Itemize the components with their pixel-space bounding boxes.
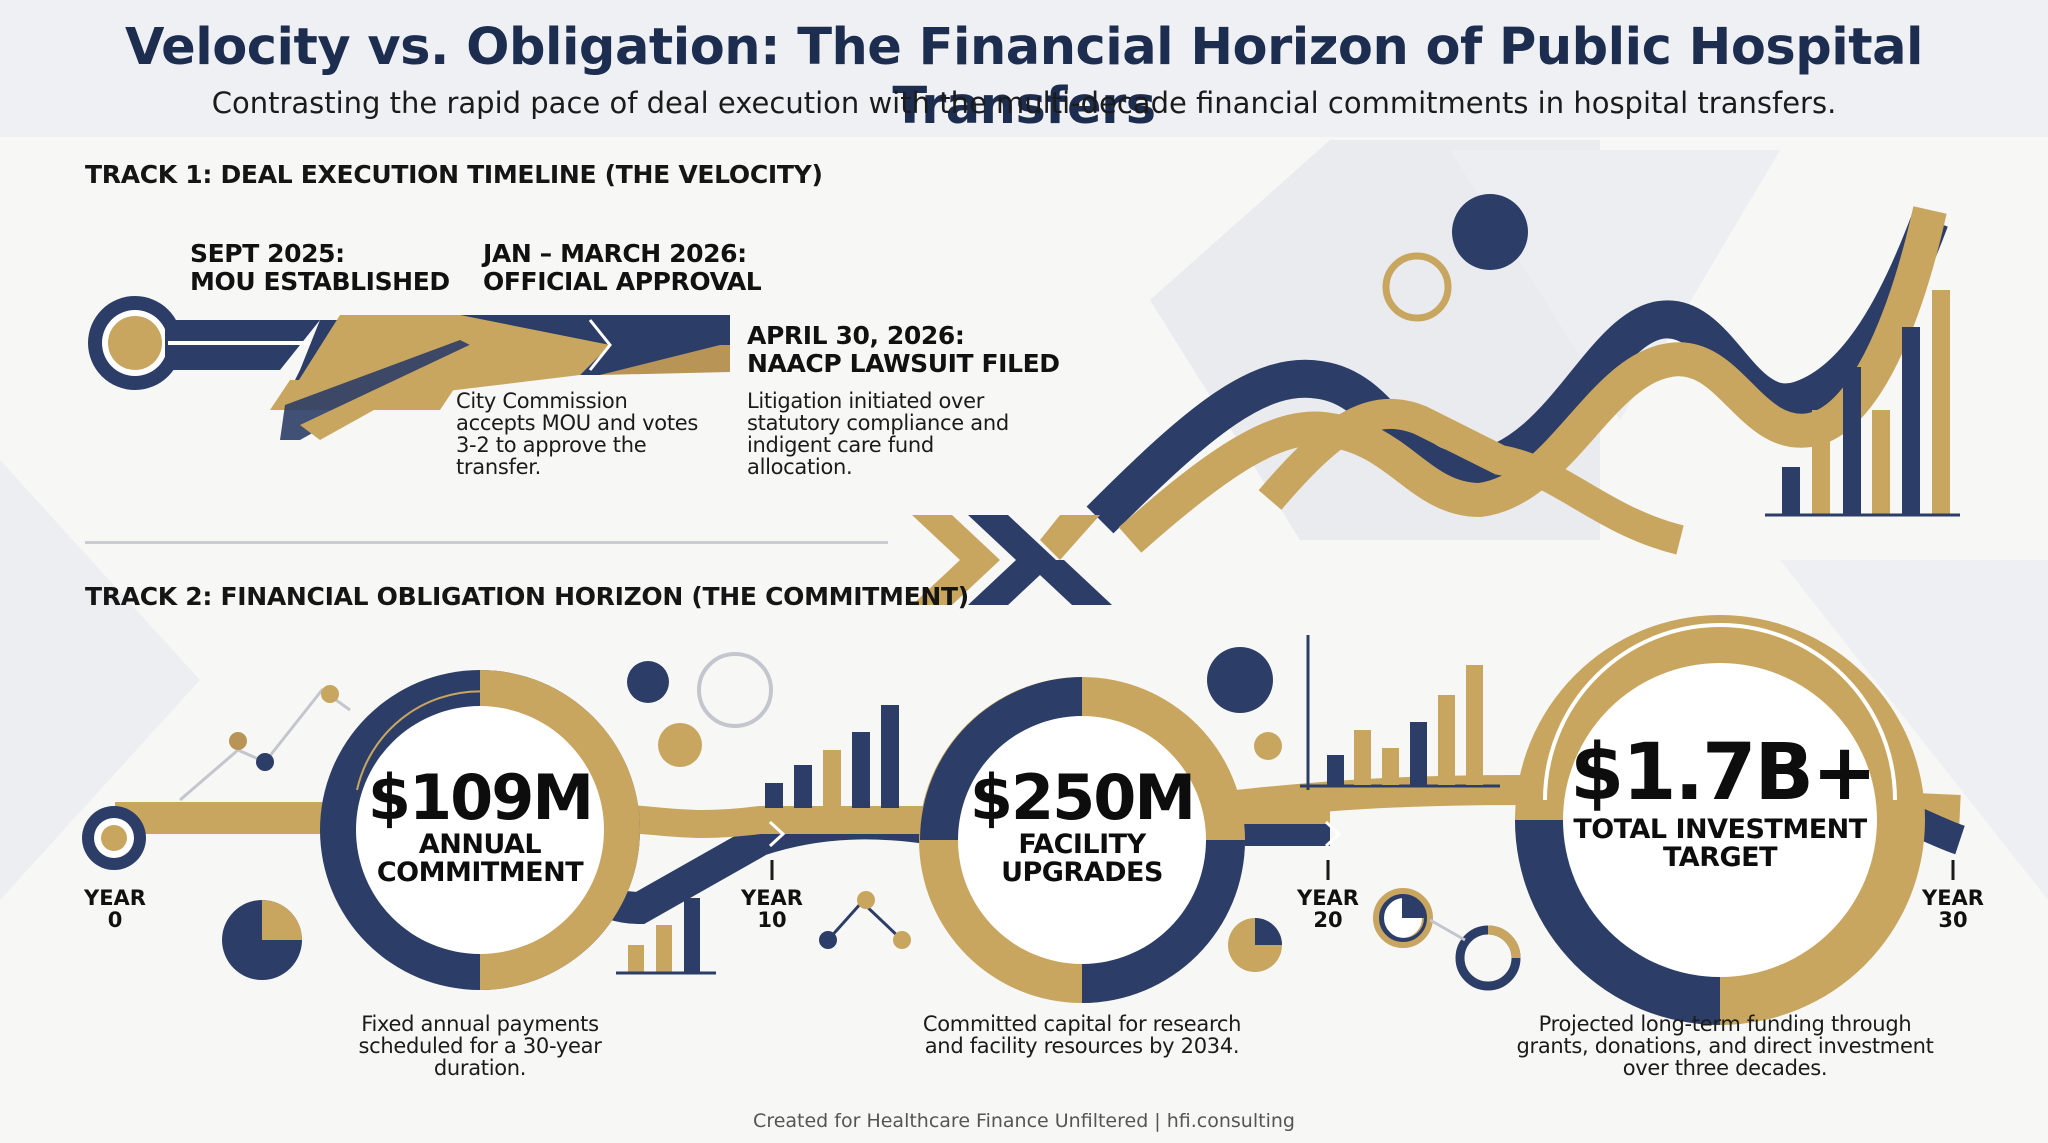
track1-heading: TRACK 1: DEAL EXECUTION TIMELINE (THE VE… [85,160,823,189]
milestone-3-description: Litigation initiated over statutory comp… [747,390,1009,478]
circle-3-description: Projected long-term funding through gran… [1500,1013,1950,1079]
year-30-label: YEAR 30 [1913,887,1993,931]
circle-2-caption: FACILITY [1018,829,1146,860]
desc-line: indigent care fund [747,433,934,457]
milestone-2-date: JAN – MARCH 2026: [483,239,747,268]
footer-credit: Created for Healthcare Finance Unfiltere… [753,1110,1295,1132]
year-word: YEAR [1922,886,1984,910]
dots-cluster-icon [1207,647,1282,760]
year-number: 20 [1313,908,1343,932]
desc-line: 3-2 to approve the [456,433,647,457]
circle-1 [320,670,640,990]
desc-line: accepts MOU and votes [456,411,699,435]
header-band [0,0,2048,137]
circle-1-caption: COMMITMENT [376,857,584,888]
desc-line: Committed capital for research [922,1012,1242,1036]
milestone-3-title: NAACP LAWSUIT FILED [747,349,1060,378]
desc-line: and facility resources by 2034. [924,1034,1240,1058]
milestone-2-title: OFFICIAL APPROVAL [483,267,762,296]
milestone-1-date: SEPT 2025: [190,239,345,268]
desc-line: duration. [433,1056,527,1080]
ring-cluster-icon [1228,888,1521,991]
year-number: 30 [1938,908,1968,932]
milestone-2-label: JAN – MARCH 2026: OFFICIAL APPROVAL [483,239,762,296]
mid-bar-chart-icon [765,705,899,808]
desc-line: City Commission [456,389,628,413]
year-number: 10 [757,908,787,932]
circle-2-text: $250M FACILITY UPGRADES [962,765,1202,887]
bg-shape [1450,150,1780,420]
pie-chart-icon [222,900,302,980]
page-subtitle: Contrasting the rapid pace of deal execu… [211,86,1837,120]
circle-1-value: $109M [367,761,594,834]
circle-2-caption: UPGRADES [1001,857,1163,888]
year-word: YEAR [1297,886,1359,910]
track1-ribbon [88,296,730,440]
milestone-2-description: City Commission accepts MOU and votes 3-… [456,390,698,478]
track1-wave-art [912,194,1960,605]
desc-line: statutory compliance and [747,411,1009,435]
desc-line: scheduled for a 30-year [358,1034,602,1058]
desc-line: over three decades. [1622,1056,1828,1080]
chevron-pattern-icon [912,515,1112,605]
circle-3-value: $1.7B+ [1570,728,1877,818]
milestone-3-label: APRIL 30, 2026: NAACP LAWSUIT FILED [747,322,1060,378]
circle-3-text: $1.7B+ TOTAL INVESTMENT TARGET [1570,728,1877,873]
desc-line: allocation. [747,455,853,479]
milestone-1-title: MOU ESTABLISHED [190,267,450,296]
track-separator [85,541,888,544]
circle-1-caption: ANNUAL [418,829,542,860]
year-20-label: YEAR 20 [1288,887,1368,931]
year-word: YEAR [84,886,146,910]
scatter-icon [819,891,911,949]
bg-shape [0,460,200,900]
year-10-label: YEAR 10 [732,887,812,931]
circle-3-caption: TOTAL INVESTMENT [1573,814,1867,845]
desc-line: Fixed annual payments [361,1012,599,1036]
milestone-1-label: SEPT 2025: MOU ESTABLISHED [190,240,450,296]
navy-dot-icon [1452,194,1528,270]
milestone-3-date: APRIL 30, 2026: [747,321,965,350]
circle-2 [919,677,1245,1003]
year-0-label: YEAR 0 [75,887,155,931]
desc-line: Projected long-term funding through [1538,1012,1912,1036]
page-title: Velocity vs. Obligation: The Financial H… [125,18,1923,136]
circle-1-text: $109M ANNUAL COMMITMENT [360,765,600,887]
bar-chart-icon [1765,290,1960,517]
circle-2-value: $250M [969,761,1196,834]
year-word: YEAR [741,886,803,910]
gold-ring-icon [1382,252,1452,322]
circle-3 [1515,615,1925,1025]
desc-line: Litigation initiated over [747,389,985,413]
desc-line: transfer. [456,455,541,479]
desc-line: grants, donations, and direct investment [1516,1034,1934,1058]
bubble-cluster-icon [627,652,773,767]
bg-shape [1780,560,2048,900]
circle-2-description: Committed capital for research and facil… [902,1013,1262,1057]
line-chart-icon [179,685,351,802]
small-bar-chart-icon [616,898,716,975]
axis-bar-chart-icon [1300,635,1500,790]
circle-1-description: Fixed annual payments scheduled for a 30… [330,1013,630,1079]
track2-heading: TRACK 2: FINANCIAL OBLIGATION HORIZON (T… [85,582,969,611]
year-number: 0 [107,908,123,932]
year-ticks [770,860,1955,880]
circle-3-caption: TARGET [1662,842,1778,873]
